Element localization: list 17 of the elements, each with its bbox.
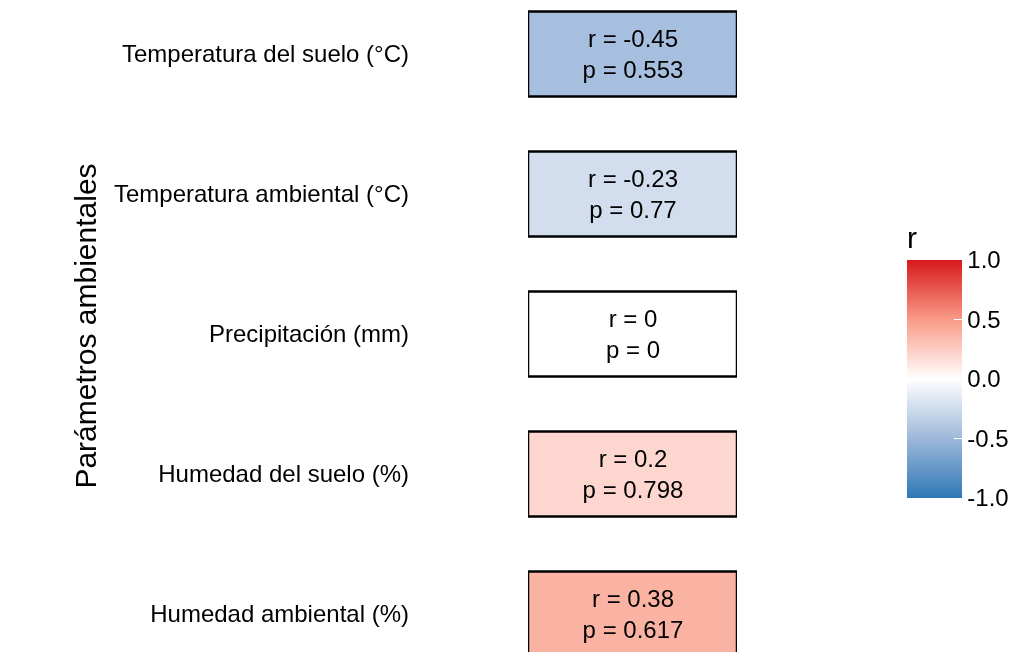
data-label: r = -0.23 p = 0.77 bbox=[587, 164, 679, 223]
color-bar-label: 1.0 bbox=[967, 246, 1001, 274]
color-bar-label: 0.5 bbox=[967, 305, 1001, 333]
y-tick-label: Humedad ambiental (%) bbox=[150, 600, 409, 628]
y-axis-title: Parámetros ambientales bbox=[68, 163, 102, 489]
data-label: r = 0.38 p = 0.617 bbox=[582, 584, 684, 643]
data-label: r = -0.45 p = 0.553 bbox=[582, 24, 684, 83]
y-tick-label: Precipitación (mm) bbox=[208, 320, 409, 348]
y-tick-label: Temperatura del suelo (°C) bbox=[121, 40, 409, 68]
data-label: r = 0.2 p = 0.798 bbox=[582, 444, 684, 503]
color-bar-label: -1.0 bbox=[967, 484, 1009, 512]
y-tick-label: Humedad del suelo (%) bbox=[158, 460, 409, 488]
y-tick-label: Temperatura ambiental (°C) bbox=[113, 180, 409, 208]
color-bar-title: r bbox=[907, 220, 917, 254]
data-label: r = 0 p = 0 bbox=[605, 304, 661, 363]
color-bar-label: 0.0 bbox=[967, 365, 1001, 393]
color-bar-label: -0.5 bbox=[967, 424, 1009, 452]
